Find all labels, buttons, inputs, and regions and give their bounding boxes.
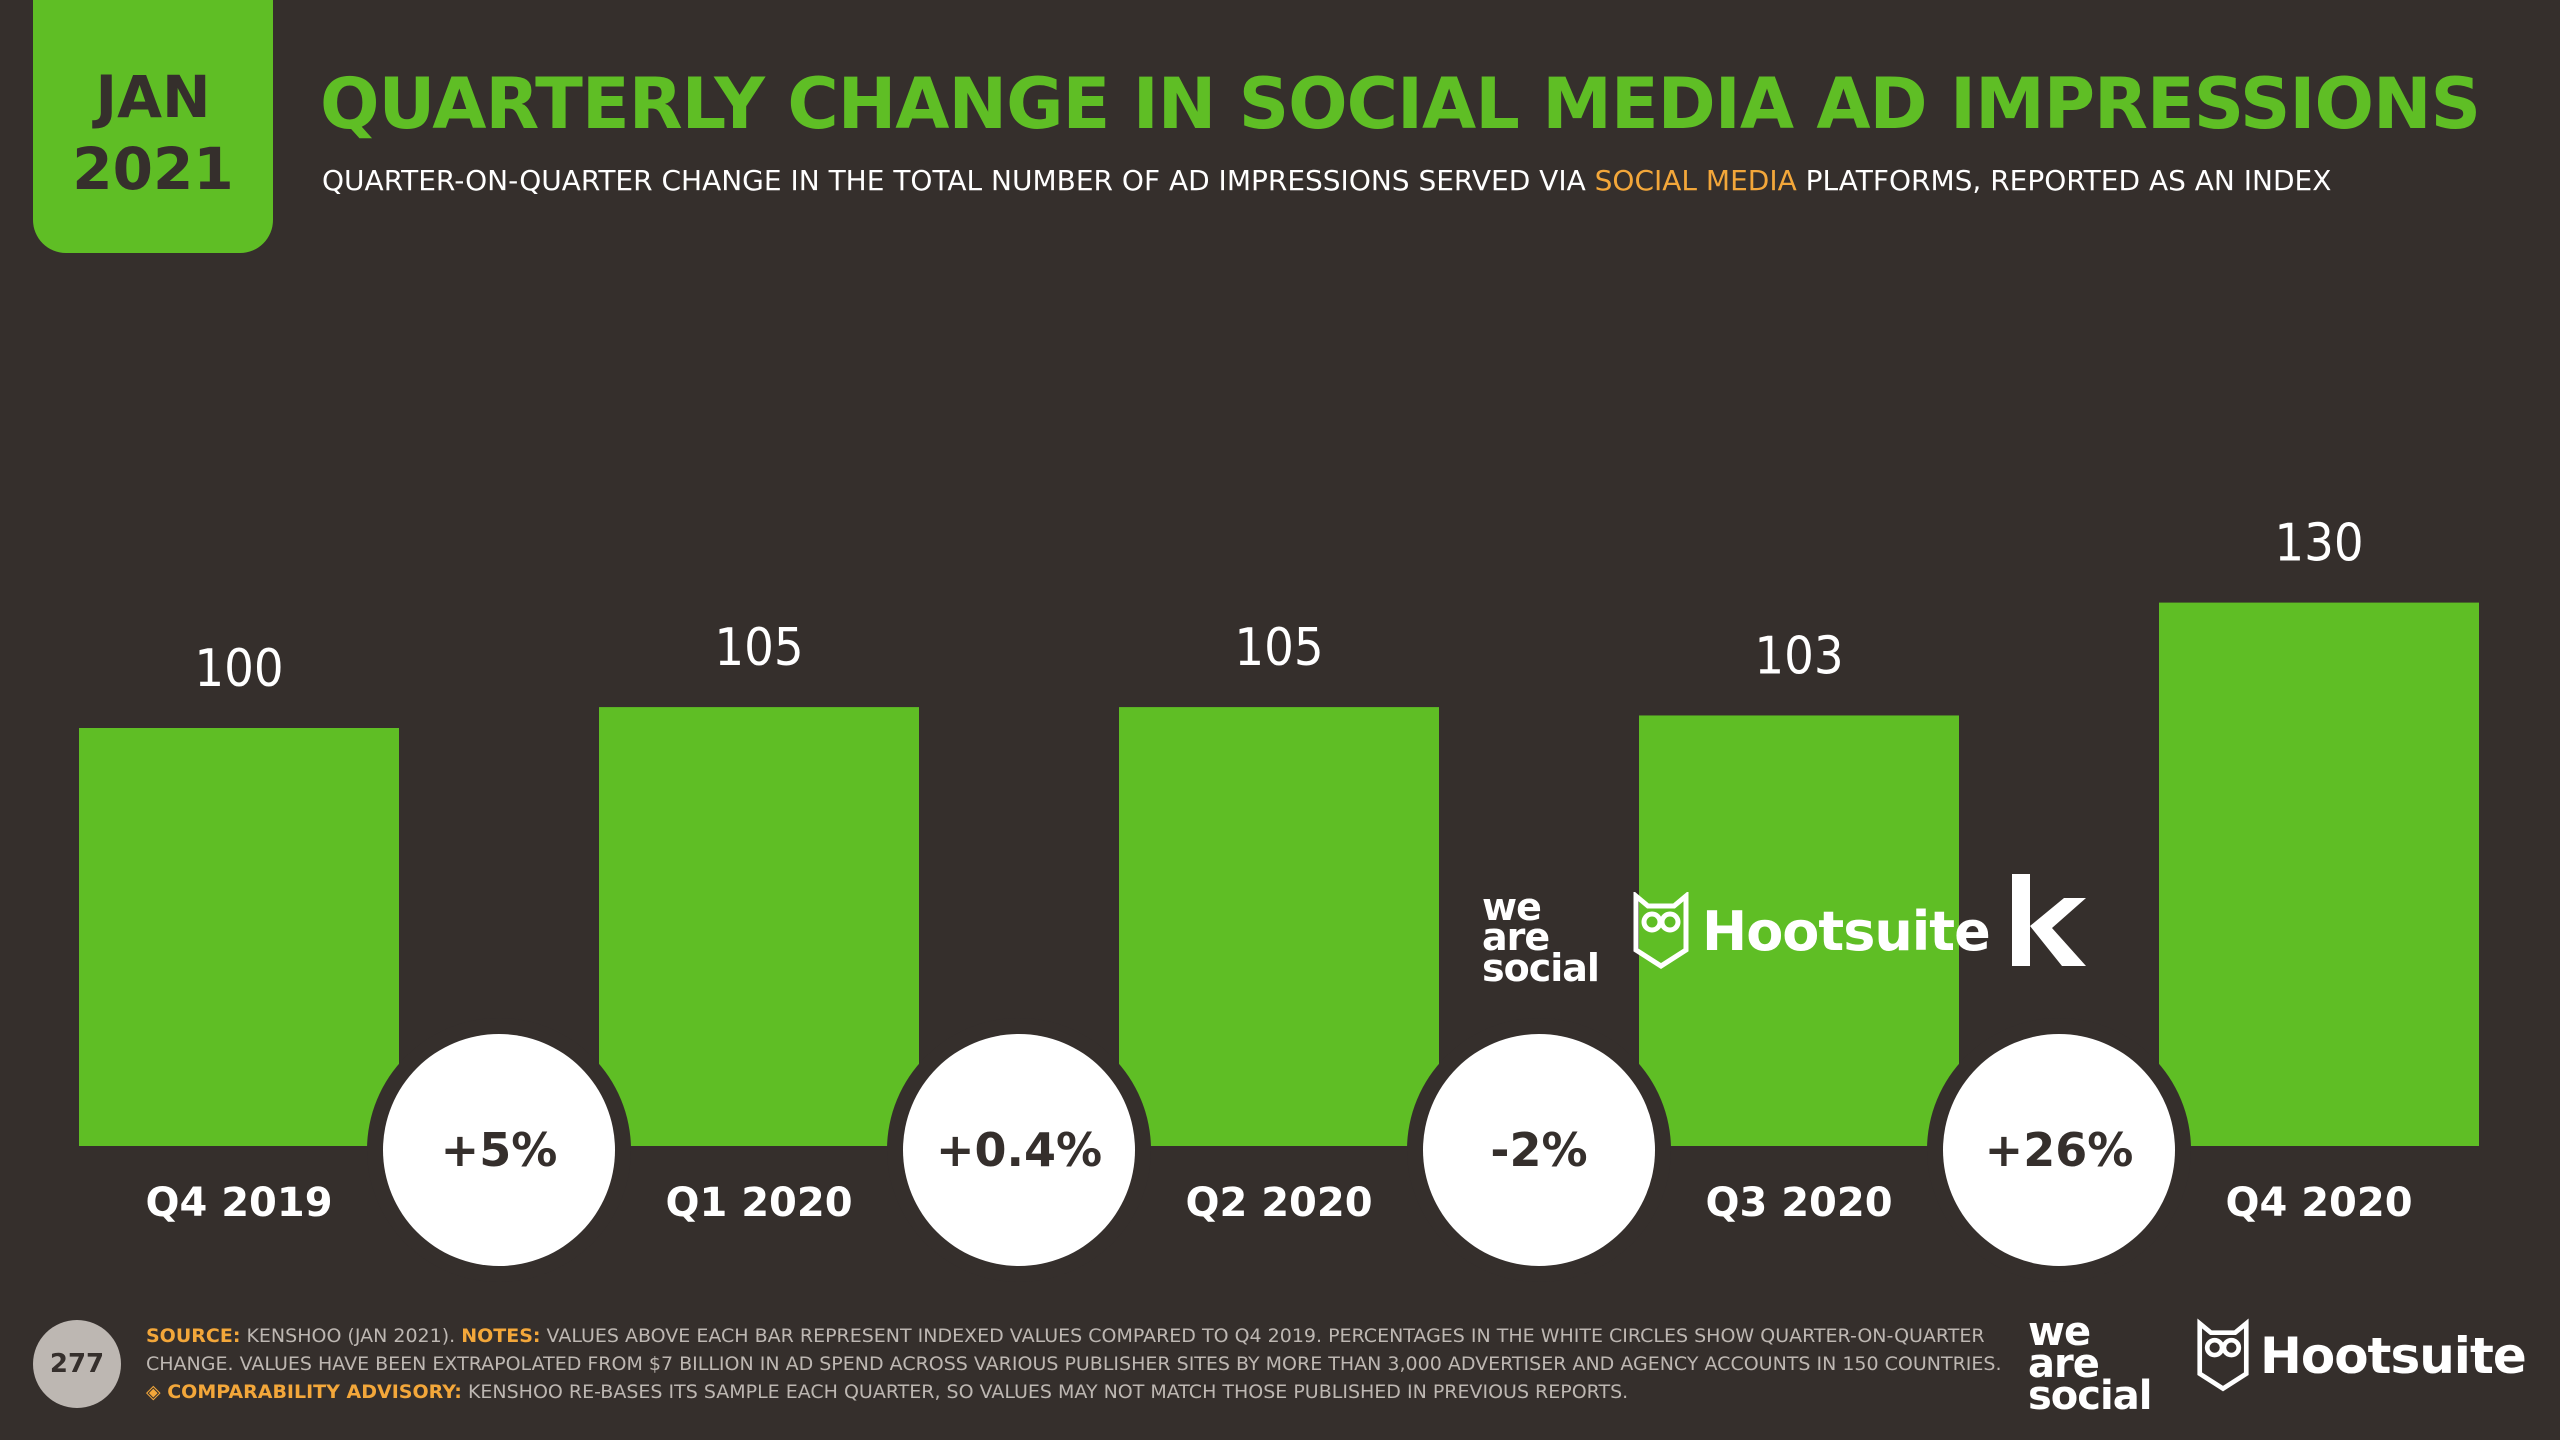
footer-hootsuite-wordmark: Hootsuite [2260, 1327, 2527, 1385]
advisory-text: KENSHOO RE-BASES ITS SAMPLE EACH QUARTER… [461, 1381, 1629, 1403]
bar-value-label: 130 [2274, 514, 2363, 574]
advisory-label: ◈ COMPARABILITY ADVISORY: [146, 1381, 462, 1403]
change-label: +0.4% [936, 1123, 1102, 1177]
x-tick-label: Q4 2020 [2225, 1180, 2412, 1226]
subtitle-post: PLATFORMS, REPORTED AS AN INDEX [1796, 164, 2332, 197]
we-are-social-line: we [2028, 1309, 2091, 1355]
bar [2159, 602, 2479, 1146]
page-title: QUARTERLY CHANGE IN SOCIAL MEDIA AD IMPR… [320, 63, 2481, 145]
we-are-social-line: we [1482, 885, 1542, 929]
subtitle-highlight: SOCIAL MEDIA [1594, 164, 1797, 197]
owl-icon [1633, 892, 1689, 969]
badge-month: JAN [95, 63, 211, 131]
change-circle [383, 1034, 615, 1266]
hootsuite-wordmark: Hootsuite [1702, 899, 1991, 963]
change-circle [903, 1034, 1135, 1266]
bar [1639, 715, 1959, 1146]
x-tick-label: Q1 2020 [665, 1180, 852, 1226]
we-are-social-line: are [2028, 1341, 2100, 1387]
bar-value-label: 100 [194, 639, 283, 699]
k-logo-icon [2012, 874, 2086, 966]
change-label: +26% [1985, 1123, 2134, 1177]
date-badge: JAN 2021 [33, 0, 273, 253]
footer-we-are-social-logo: we are social [2028, 1309, 2152, 1419]
x-tick-label: Q3 2020 [1705, 1180, 1892, 1226]
owl-icon [2197, 1318, 2249, 1392]
notes-label: NOTES: [461, 1325, 541, 1347]
source-text: KENSHOO (JAN 2021). [240, 1325, 462, 1347]
badge-year: 2021 [72, 135, 234, 203]
hootsuite-logo: Hootsuite [1632, 892, 1991, 970]
bar [1119, 707, 1439, 1146]
bar-value-label: 105 [714, 618, 803, 678]
bar [79, 728, 399, 1146]
we-are-social-logo: we are social [1482, 885, 1600, 990]
change-label: -2% [1490, 1123, 1587, 1177]
source-label: SOURCE: [146, 1325, 241, 1347]
bar-value-label: 103 [1754, 626, 1843, 686]
change-circle [1423, 1034, 1655, 1266]
subtitle-pre: QUARTER-ON-QUARTER CHANGE IN THE TOTAL N… [322, 164, 1595, 197]
page-subtitle: QUARTER-ON-QUARTER CHANGE IN THE TOTAL N… [322, 164, 2331, 197]
footer-hootsuite-logo: Hootsuite [2196, 1318, 2527, 1394]
bar-value-label: 105 [1234, 618, 1323, 678]
footer-notes: SOURCE: KENSHOO (JAN 2021). NOTES: VALUE… [146, 1322, 2006, 1406]
change-circle [1943, 1034, 2175, 1266]
we-are-social-line: are [1482, 915, 1550, 960]
page-number: 277 [33, 1320, 121, 1408]
x-tick-label: Q4 2019 [145, 1180, 332, 1226]
x-tick-label: Q2 2020 [1185, 1180, 1372, 1226]
we-are-social-line: social [1482, 945, 1600, 990]
we-are-social-line: social [2028, 1373, 2152, 1419]
bar [599, 707, 919, 1146]
change-label: +5% [441, 1123, 558, 1177]
notes-text: VALUES ABOVE EACH BAR REPRESENT INDEXED … [146, 1325, 2002, 1375]
